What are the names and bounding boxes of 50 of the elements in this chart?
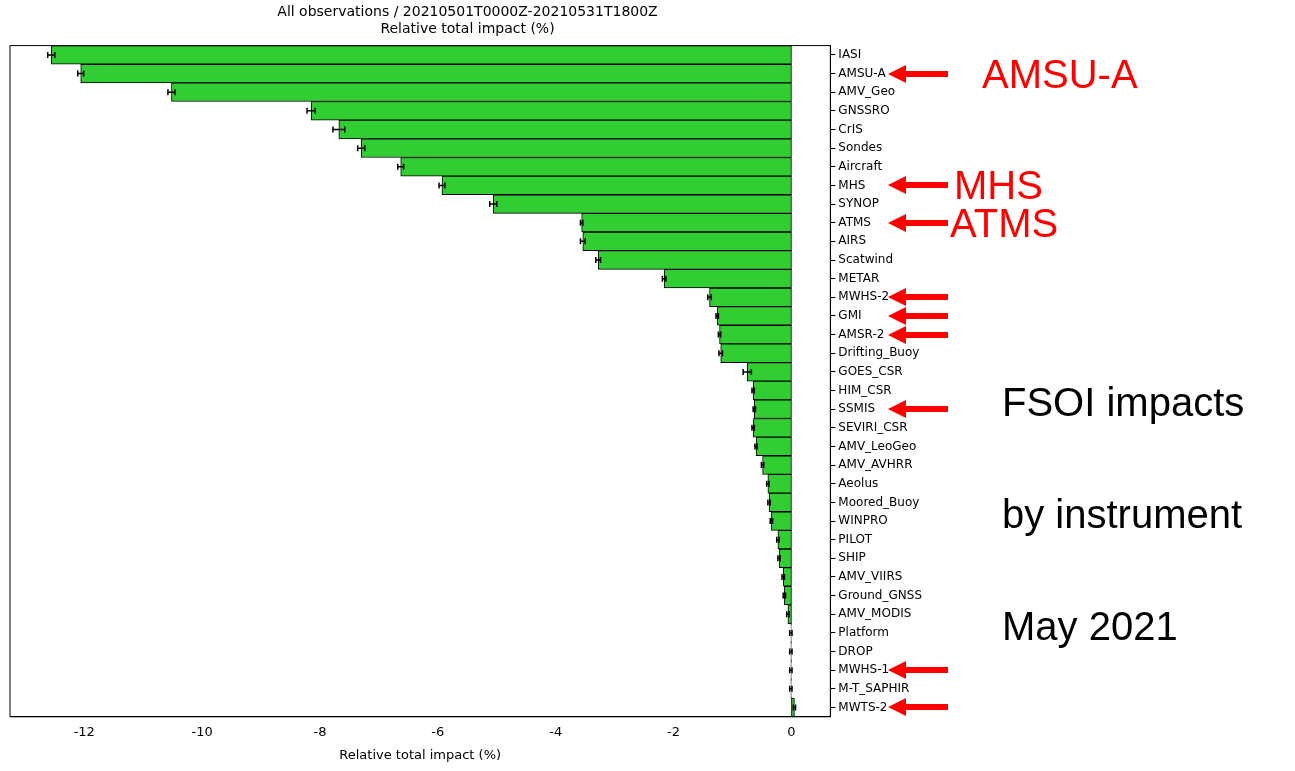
y-tick-label: Moored_Buoy [838, 494, 920, 509]
y-tick-label: Platform [838, 625, 889, 640]
x-tick-label: -2 [667, 723, 681, 739]
y-tick-label: Aircraft [838, 158, 883, 173]
chart-title: All observations / 20210501T0000Z-20210531T1800Z [277, 3, 658, 20]
chart-subtitle: Relative total impact (%) [380, 19, 555, 36]
y-tick-label: SSMIS [838, 401, 876, 416]
y-tick-label: AMV_VIIRS [838, 569, 903, 584]
x-tick-label: -6 [431, 723, 445, 739]
x-tick-label: -10 [191, 723, 213, 739]
x-tick-label: -12 [73, 723, 95, 739]
x-tick-label: -8 [313, 723, 327, 739]
x-axis-title: Relative total impact (%) [339, 746, 502, 762]
y-tick-label: AMV_AVHRR [838, 457, 913, 472]
y-tick-label: MWHS-2 [838, 289, 890, 304]
text: by instrument [1002, 491, 1243, 538]
y-tick-label: Scatwind [838, 252, 894, 267]
y-tick-label: MWTS-2 [838, 699, 888, 714]
y-tick-label: GMI [838, 308, 862, 323]
y-tick-label: Aeolus [838, 475, 879, 490]
text: FSOI impacts [1002, 379, 1245, 426]
y-tick-label: WINPRO [838, 513, 888, 528]
y-tick-label: DROP [838, 643, 873, 658]
y-tick-label: Ground_GNSS [838, 587, 923, 602]
y-tick-label: PILOT [838, 531, 873, 546]
y-tick-label: MHS [838, 177, 866, 192]
y-tick-label: M-T_SAPHIR [838, 680, 910, 695]
text: AMSU-A [982, 50, 1138, 98]
y-tick-label: AMV_MODIS [838, 606, 912, 621]
y-tick-label: IASI [838, 47, 862, 62]
y-tick-label: MWHS-1 [838, 662, 890, 677]
y-tick-label: AMSR-2 [838, 326, 885, 341]
y-tick-label: AMV_Geo [838, 84, 896, 99]
y-tick-label: AIRS [838, 233, 867, 248]
y-tick-label: METAR [838, 270, 880, 285]
y-tick-label: SEVIRI_CSR [838, 419, 908, 434]
y-tick-label: SYNOP [838, 196, 879, 211]
y-tick-label: AMSU-A [838, 65, 887, 80]
y-tick-label: Sondes [838, 140, 883, 155]
y-tick-label: AMV_LeoGeo [838, 438, 917, 453]
x-tick-label: -4 [549, 723, 563, 739]
y-tick-label: HIM_CSR [838, 382, 892, 397]
text: May 2021 [1002, 603, 1178, 650]
y-tick-label: GOES_CSR [838, 364, 903, 378]
y-tick-label: Drifting_Buoy [838, 345, 920, 360]
x-tick-label: 0 [787, 723, 796, 739]
y-tick-label: ATMS [838, 214, 871, 229]
y-tick-label: CrIS [838, 121, 863, 136]
y-tick-label: SHIP [838, 550, 866, 565]
y-tick-label: GNSSRO [838, 102, 890, 117]
